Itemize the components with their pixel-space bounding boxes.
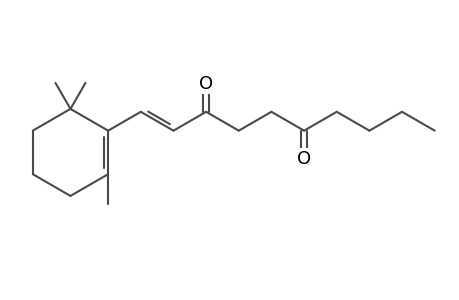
Text: O: O (199, 75, 213, 93)
Text: O: O (297, 150, 310, 168)
